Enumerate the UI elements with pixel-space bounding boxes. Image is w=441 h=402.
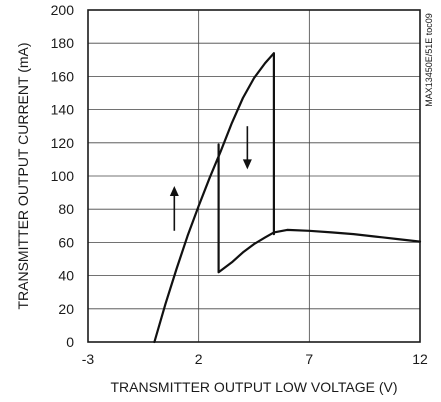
- figure-code: MAX13450E/51E toc09: [424, 13, 434, 107]
- arrow-up-icon: [169, 185, 179, 231]
- y-tick-label: 80: [58, 201, 74, 217]
- y-tick-label: 160: [51, 68, 75, 84]
- y-tick-label: 20: [58, 301, 74, 317]
- y-tick-label: 100: [51, 168, 75, 184]
- annotation-arrows: [169, 126, 252, 231]
- y-tick-label: 140: [51, 102, 75, 118]
- arrow-down-icon: [242, 126, 252, 170]
- y-tick-label: 40: [58, 268, 74, 284]
- y-tick-label: 0: [66, 334, 74, 350]
- y-tick-label: 200: [51, 2, 75, 18]
- y-axis-label: TRANSMITTER OUTPUT CURRENT (mA): [15, 42, 31, 309]
- x-axis-ticks: -3 2 7 12: [82, 351, 428, 367]
- plot-frame: [87, 9, 421, 343]
- x-tick-label: 7: [305, 351, 313, 367]
- y-tick-label: 120: [51, 135, 75, 151]
- y-axis-ticks: 0 20 40 60 80 100 120 140 160 180 200: [51, 2, 75, 350]
- gridlines: [87, 9, 421, 343]
- series-group: [153, 52, 422, 344]
- arrow-head: [242, 159, 252, 170]
- series-line-1: [153, 52, 275, 344]
- series-line-2: [217, 143, 422, 274]
- x-tick-label: 12: [412, 351, 428, 367]
- x-tick-label: -3: [82, 351, 95, 367]
- y-tick-label: 60: [58, 234, 74, 250]
- x-tick-label: 2: [195, 351, 203, 367]
- arrow-head: [169, 185, 179, 196]
- x-axis-label: TRANSMITTER OUTPUT LOW VOLTAGE (V): [110, 379, 397, 395]
- y-tick-label: 180: [51, 35, 75, 51]
